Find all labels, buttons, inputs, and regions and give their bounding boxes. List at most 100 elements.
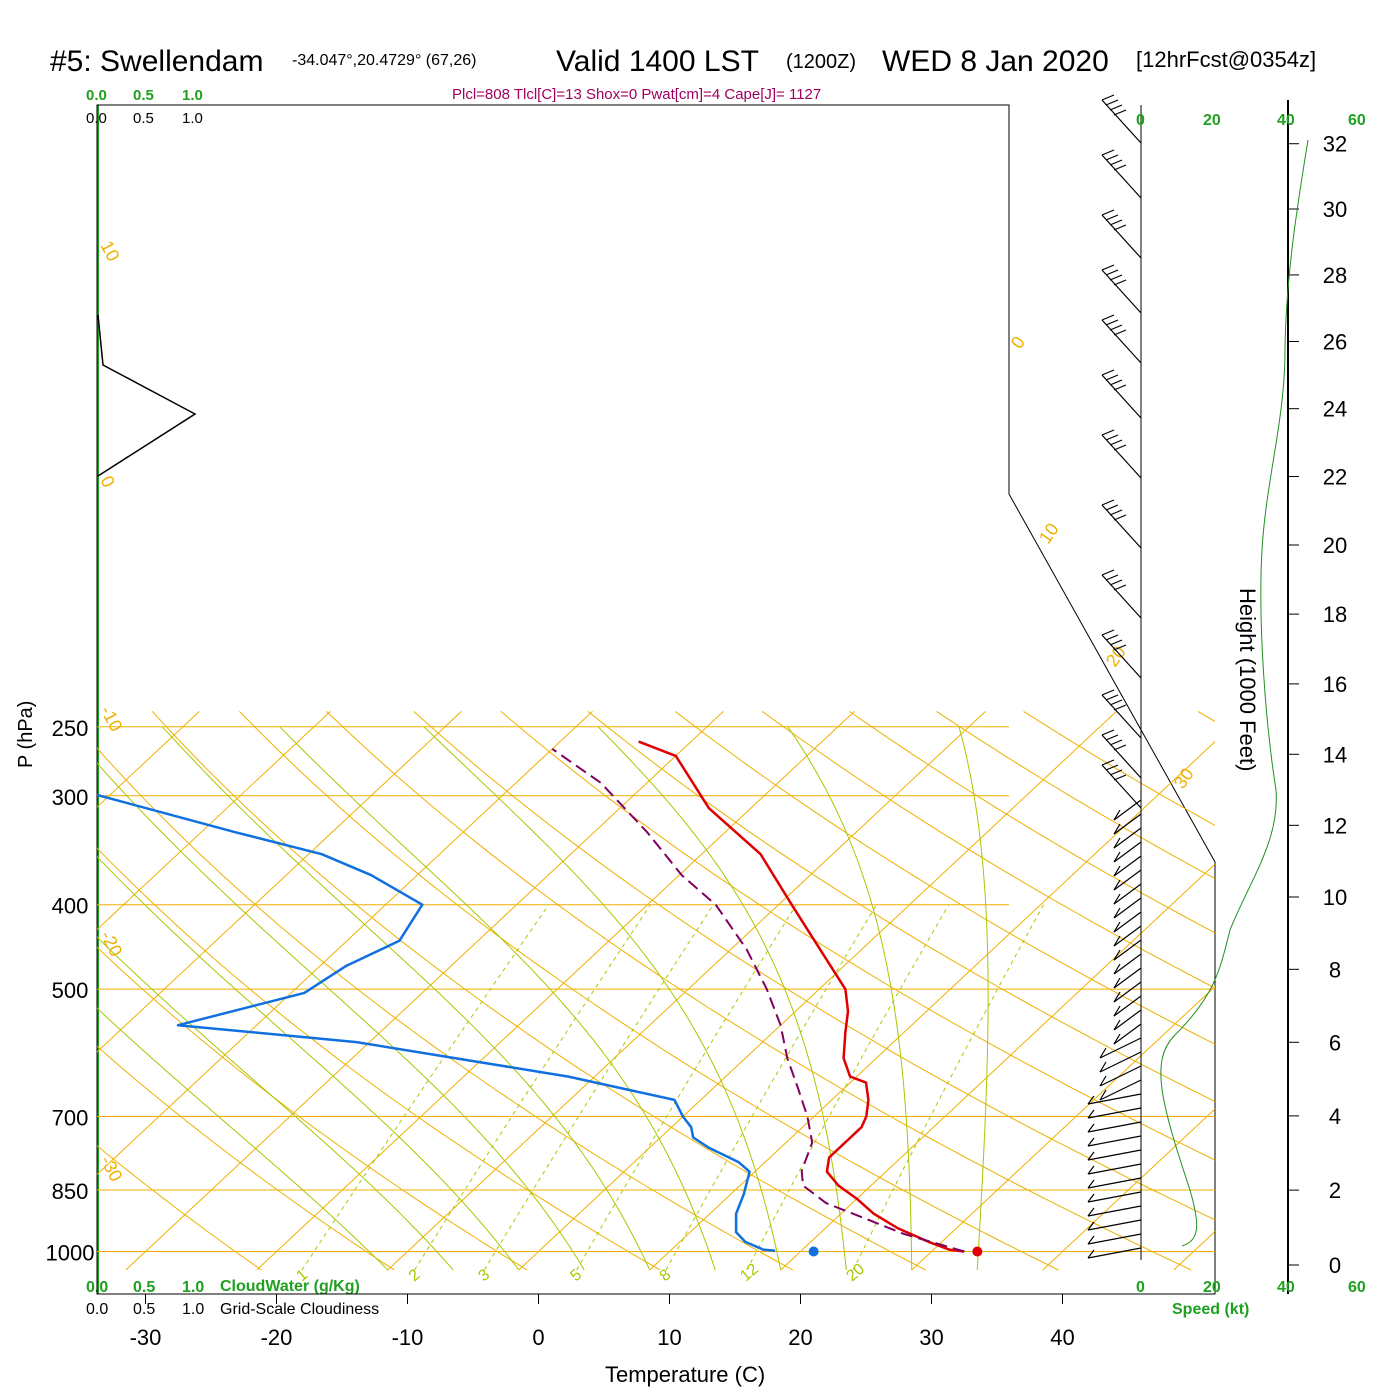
parcel-line — [551, 748, 965, 1253]
cloud-scale-bottom-green-2: 1.0 — [182, 1279, 204, 1296]
wind-barb — [1113, 981, 1142, 1003]
wind-barb-staff — [1087, 1163, 1142, 1175]
wind-barb — [1099, 1065, 1142, 1087]
x-axis-title: Temperature (C) — [605, 1362, 765, 1387]
isotherm-line — [1042, 1108, 1215, 1271]
wind-barb-flag — [1113, 1033, 1121, 1045]
wind-barb — [1101, 209, 1142, 259]
wind-barb-flag — [1105, 319, 1119, 326]
wind-barb-flag — [1113, 823, 1121, 835]
wind-barb-flag — [1101, 209, 1115, 216]
moist-adiabat-line — [787, 726, 913, 1270]
dry-adiabat-line — [326, 711, 1192, 1271]
wind-barb-flag — [1113, 963, 1121, 975]
wind-barb — [1101, 499, 1142, 549]
cloud-scale-bottom: 0.0 0.5 1.0 CloudWater (g/Kg) — [86, 1278, 360, 1296]
mixing-ratio-line — [746, 904, 950, 1271]
speed-bottom-40: 40 — [1277, 1279, 1295, 1296]
dewpoint-line — [97, 793, 776, 1252]
wind-barb-staff — [1113, 813, 1142, 835]
wind-barb-flag — [1105, 694, 1119, 701]
speed-bottom-20: 20 — [1203, 1279, 1221, 1296]
isobar-grid — [97, 726, 1215, 1252]
wind-barb-flag — [1113, 279, 1127, 286]
wind-barb-flag — [1087, 1235, 1095, 1245]
wind-barb — [1087, 1135, 1142, 1147]
wind-barb-flag — [1113, 329, 1127, 336]
wind-barb-staff — [1113, 911, 1142, 933]
wind-barb — [1101, 264, 1142, 314]
pressure-tick-850: 850 — [52, 1179, 89, 1204]
wind-barb — [1113, 799, 1142, 821]
wind-barb-flag — [1113, 907, 1121, 919]
mixing-ratio-label: 3 — [475, 1266, 493, 1285]
wind-barb — [1101, 314, 1142, 364]
wind-barb-staff — [1099, 1037, 1142, 1059]
isotherm-line — [780, 863, 1215, 1271]
surface-dewpoint-marker — [808, 1246, 819, 1257]
wind-barb-flag — [1105, 269, 1119, 276]
wind-barb-flag — [1101, 759, 1115, 766]
wind-barb-flag — [1109, 159, 1123, 166]
forecast-label: [12hrFcst@0354z] — [1136, 47, 1316, 72]
wind-barb-flag — [1087, 1123, 1095, 1133]
wind-barb-flag — [1113, 444, 1127, 451]
wind-barb — [1087, 1107, 1142, 1119]
wind-barb-flag — [1113, 977, 1121, 989]
speed-axis-bottom: 0 20 40 60 Speed (kt) — [1136, 1279, 1366, 1318]
dry-adiabat-label: 10 — [96, 237, 123, 264]
wind-barb-staff — [1101, 574, 1142, 619]
wind-barb-flag — [1113, 1005, 1121, 1017]
wind-barb — [1087, 1177, 1142, 1189]
height-tick-label-14: 14 — [1323, 742, 1347, 767]
wind-barb-staff — [1113, 967, 1142, 989]
temp-tick-label--10: -10 — [392, 1325, 424, 1350]
wind-barb-flag — [1109, 219, 1123, 226]
wind-barb — [1101, 759, 1142, 809]
wind-barb — [1113, 855, 1142, 877]
wind-barb-staff — [1099, 1065, 1142, 1087]
height-tick-label-22: 22 — [1323, 465, 1347, 490]
wind-barb-staff — [1087, 1093, 1142, 1105]
wind-barb-flag — [1099, 1075, 1107, 1087]
wind-barb — [1101, 729, 1142, 779]
isotherm-line — [649, 741, 1215, 1271]
isotherm-line — [97, 710, 462, 1053]
dry-adiabat-line — [239, 711, 1059, 1271]
wind-barb — [1099, 1051, 1142, 1073]
dry-adiabat-label: 0 — [1007, 333, 1029, 353]
zulu-time: (1200Z) — [786, 51, 856, 73]
wind-barb-staff — [1113, 799, 1142, 821]
mixing-ratio-line — [665, 904, 877, 1271]
dry-adiabat-line — [761, 710, 1215, 989]
wind-barb-flag — [1113, 935, 1121, 947]
wind-barbs — [1087, 94, 1142, 1259]
wind-barb-flag — [1109, 324, 1123, 331]
isotherm-line — [125, 710, 724, 1271]
cloudiness-scale-bottom-2: 1.0 — [182, 1301, 204, 1318]
isotherm-line — [387, 710, 986, 1271]
cloud-scale-top-green-0: 0.0 — [86, 87, 107, 104]
temperature-line — [638, 740, 965, 1253]
wind-barb-flag — [1101, 729, 1115, 736]
wind-barb-flag — [1101, 314, 1115, 321]
cloud-scale-top: 0.0 0.5 1.0 — [86, 87, 203, 104]
isotherm-line — [97, 710, 200, 808]
moist-adiabat-line — [279, 726, 716, 1271]
wind-barb-staff — [1087, 1233, 1142, 1245]
wind-barb-flag — [1105, 764, 1119, 771]
wind-barb-staff — [1101, 99, 1142, 144]
wind-barb-staff — [1113, 883, 1142, 905]
speed-bottom-60: 60 — [1348, 1279, 1366, 1296]
wind-barb-flag — [1087, 1095, 1095, 1105]
y-axis-title: P (hPa) — [15, 701, 37, 768]
dry-adiabat-line — [413, 711, 1215, 1221]
pressure-tick-500: 500 — [52, 978, 89, 1003]
wind-barb-flag — [1109, 379, 1123, 386]
wind-barb — [1101, 429, 1142, 479]
wind-barb — [1113, 1023, 1142, 1045]
wind-barb-staff — [1101, 214, 1142, 259]
wind-barb — [1101, 149, 1142, 199]
wind-barb-flag — [1109, 739, 1123, 746]
wind-barb-staff — [1087, 1121, 1142, 1133]
